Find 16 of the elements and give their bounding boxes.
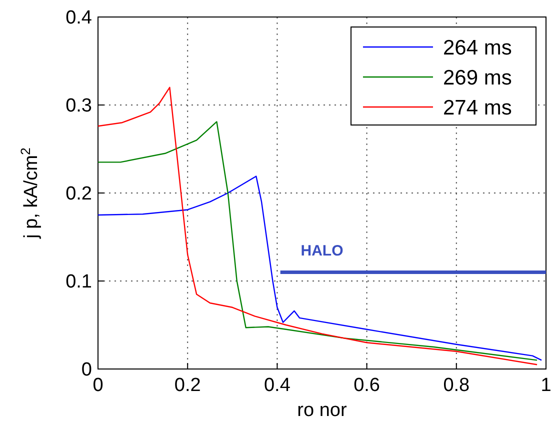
y-tick-label: 0 xyxy=(81,360,92,381)
legend-label: 269 ms xyxy=(443,66,512,90)
x-tick-label: 0.4 xyxy=(264,375,291,396)
x-axis-title: ro nor xyxy=(297,400,348,421)
y-tick-label: 0.2 xyxy=(66,184,92,205)
y-tick-label: 0.4 xyxy=(66,8,92,29)
annotation: HALO xyxy=(300,242,344,260)
legend-label: 264 ms xyxy=(443,36,512,60)
x-tick-label: 0.2 xyxy=(174,375,201,396)
y-tick-label: 0.1 xyxy=(66,272,92,293)
legend-label: 274 ms xyxy=(443,96,512,120)
line-series xyxy=(97,176,542,361)
y-tick-label: 0.3 xyxy=(66,96,92,117)
x-tick-label: 0.6 xyxy=(354,375,380,396)
x-tick-label: 0.8 xyxy=(443,375,470,396)
x-tick-label: 1 xyxy=(540,375,551,396)
